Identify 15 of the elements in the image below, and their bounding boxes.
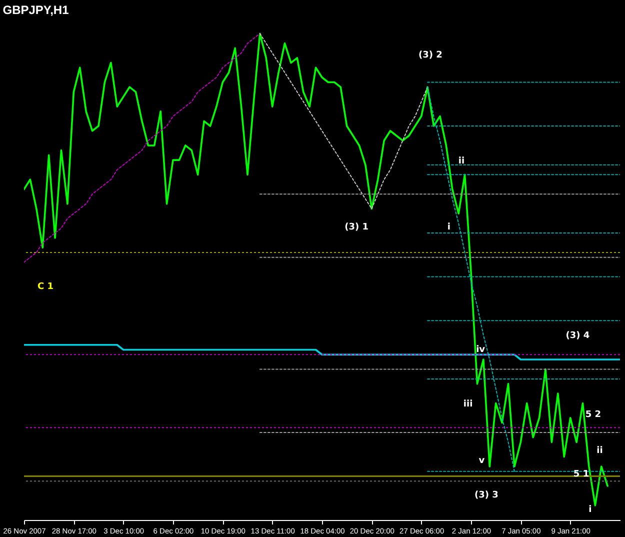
- annotation: C 1: [37, 282, 54, 292]
- annotation: (3) 4: [566, 331, 590, 342]
- annotation: (3) 2: [418, 50, 442, 61]
- annotation: ii: [596, 446, 603, 456]
- annotation: iii: [463, 399, 473, 410]
- annotation: (3) 1: [344, 222, 369, 232]
- annotation: (3) 3: [474, 490, 498, 500]
- annotation: i: [588, 504, 592, 515]
- annotation: 5 1: [573, 469, 590, 480]
- annotation: ii: [458, 156, 465, 166]
- annotation: i: [447, 222, 450, 232]
- annotation: 5 2: [585, 410, 602, 420]
- chart-title: GBPJPY,H1: [2, 3, 70, 17]
- annotation: iv: [476, 345, 486, 356]
- annotation: v: [478, 456, 485, 466]
